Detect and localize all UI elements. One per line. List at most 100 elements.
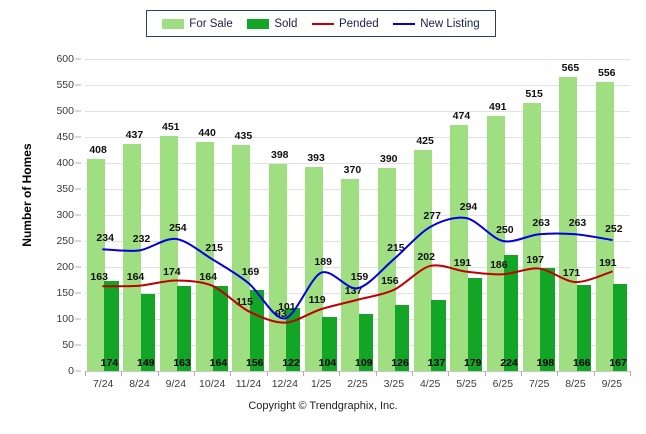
x-axis-ticks: 7/24 8/24 9/24 10/24 11/24 12/24 1/25 2/25 3/25 4… — [85, 371, 631, 393]
y-axis-tick-mark — [75, 162, 81, 164]
x-axis-tick-mark — [557, 371, 559, 376]
legend-item-sold[interactable]: Sold — [247, 18, 297, 30]
gridline — [85, 85, 630, 86]
bar-value-label-for-sale: 408 — [89, 143, 107, 156]
x-axis-tick-mark — [121, 371, 123, 376]
bar-for-sale[interactable] — [305, 166, 324, 371]
bar-for-sale[interactable] — [486, 115, 505, 371]
y-axis-tick-label: 0 — [68, 365, 74, 377]
y-axis-tick-mark — [75, 84, 81, 86]
y-axis-tick-mark — [75, 214, 81, 216]
line-value-label-pended: 202 — [417, 250, 435, 263]
x-axis-tick-label: 5/25 — [456, 378, 477, 390]
gridline — [85, 111, 630, 112]
y-axis-tick-label: 200 — [56, 261, 74, 273]
x-axis-tick-mark — [339, 371, 341, 376]
bar-for-sale[interactable] — [232, 144, 251, 371]
line-value-label-new-listing: 189 — [314, 255, 332, 268]
bar-for-sale[interactable] — [377, 168, 396, 371]
line-value-label-new-listing: 254 — [169, 221, 187, 234]
bar-value-label-for-sale: 390 — [379, 153, 398, 166]
bar-value-label-sold: 174 — [100, 357, 119, 369]
line-value-label-new-listing: 159 — [350, 271, 369, 284]
bar-layer: 408 174 437 149 451 163 440 164 435 156 398 122 393 1… — [85, 59, 630, 371]
bar-sold[interactable] — [322, 316, 337, 371]
y-axis-tick-label: 600 — [56, 53, 74, 65]
x-axis-tick-label: 3/25 — [383, 378, 405, 390]
y-axis-tick-mark — [75, 188, 81, 190]
gridline — [85, 137, 630, 138]
chart-legend: For Sale Sold Pended New Listing — [146, 10, 496, 37]
bar-value-label-for-sale: 451 — [161, 121, 180, 134]
bar-sold[interactable] — [540, 268, 555, 371]
x-axis-tick-mark — [521, 371, 522, 376]
y-axis-tick-mark — [75, 266, 81, 268]
bar-for-sale[interactable] — [523, 103, 542, 371]
line-value-label-pended: 171 — [562, 267, 581, 280]
y-axis-tick-label: 100 — [56, 313, 74, 325]
legend-item-pended[interactable]: Pended — [311, 18, 379, 30]
y-axis-tick-mark — [75, 318, 81, 320]
copyright-footer: Copyright © Trendgraphix, Inc. — [248, 400, 398, 412]
bar-for-sale[interactable] — [87, 158, 106, 371]
bar-value-label-sold: 179 — [464, 357, 482, 369]
gridline — [85, 163, 630, 164]
bar-value-label-for-sale: 393 — [307, 151, 325, 164]
bar-for-sale[interactable] — [159, 136, 178, 371]
bar-value-label-for-sale: 474 — [452, 109, 471, 122]
bar-sold[interactable] — [612, 284, 628, 371]
x-axis-tick-mark — [593, 371, 595, 376]
line-value-label-new-listing: 215 — [205, 242, 223, 255]
plot-area: 408 174 437 149 451 163 440 164 435 156 398 122 393 1… — [85, 59, 630, 372]
line-value-label-new-listing: 234 — [96, 232, 114, 245]
legend-label: For Sale — [189, 17, 233, 30]
bar-value-label-sold: 166 — [573, 357, 591, 369]
legend-item-new-listing[interactable]: New Listing — [393, 18, 480, 30]
x-axis-line — [85, 371, 630, 372]
y-axis-tick-label: 150 — [56, 287, 74, 299]
line-value-label-pended: 164 — [126, 270, 145, 283]
legend-item-for-sale[interactable]: For Sale — [162, 17, 233, 30]
bar-value-label-sold: 224 — [500, 357, 518, 369]
bar-sold[interactable] — [358, 314, 374, 371]
bar-for-sale[interactable] — [268, 164, 287, 371]
bar-value-label-sold: 163 — [173, 357, 191, 369]
bar-sold[interactable] — [503, 254, 519, 371]
x-axis-tick-label: 12/24 — [271, 378, 298, 390]
line-value-label-pended: 137 — [344, 284, 363, 297]
y-axis-tick-mark — [75, 136, 81, 138]
bar-value-label-sold: 122 — [282, 357, 300, 369]
x-axis-tick-label: 8/24 — [129, 378, 150, 390]
x-axis-tick-mark — [266, 371, 268, 376]
y-axis-tick-label: 450 — [56, 131, 74, 143]
bar-for-sale[interactable] — [123, 143, 142, 371]
bar-value-label-sold: 149 — [137, 357, 155, 369]
bar-value-label-for-sale: 435 — [234, 129, 253, 142]
bar-value-label-sold: 109 — [355, 357, 373, 369]
bar-value-label-for-sale: 556 — [597, 66, 616, 79]
gridline — [85, 59, 630, 60]
bar-value-label-sold: 126 — [391, 357, 409, 369]
bar-value-label-for-sale: 398 — [270, 149, 289, 162]
bar-value-label-for-sale: 491 — [488, 100, 507, 113]
line-value-label-pended: 191 — [453, 256, 472, 269]
line-value-label-new-listing: 263 — [532, 217, 550, 230]
bar-value-label-for-sale: 440 — [198, 127, 216, 140]
x-axis-tick-mark — [194, 371, 195, 376]
x-axis-tick-mark — [375, 371, 377, 376]
bar-value-label-for-sale: 565 — [561, 62, 580, 75]
bar-for-sale[interactable] — [450, 124, 469, 371]
line-value-label-pended: 191 — [599, 256, 617, 269]
x-axis-tick-label: 1/25 — [310, 378, 332, 390]
line-value-label-new-listing: 232 — [132, 233, 151, 246]
line-value-label-pended: 186 — [490, 259, 508, 272]
y-axis-tick-label: 550 — [56, 79, 74, 91]
y-axis-tick-label: 350 — [56, 183, 74, 195]
x-axis-tick-label: 7/24 — [92, 378, 114, 390]
x-axis-tick-mark — [157, 371, 159, 376]
x-axis-tick-label: 9/25 — [601, 378, 623, 390]
x-axis-tick-label: 10/24 — [199, 378, 226, 390]
bar-for-sale[interactable] — [196, 142, 215, 371]
legend-line-icon — [311, 22, 334, 25]
bar-value-label-sold: 104 — [318, 357, 337, 369]
